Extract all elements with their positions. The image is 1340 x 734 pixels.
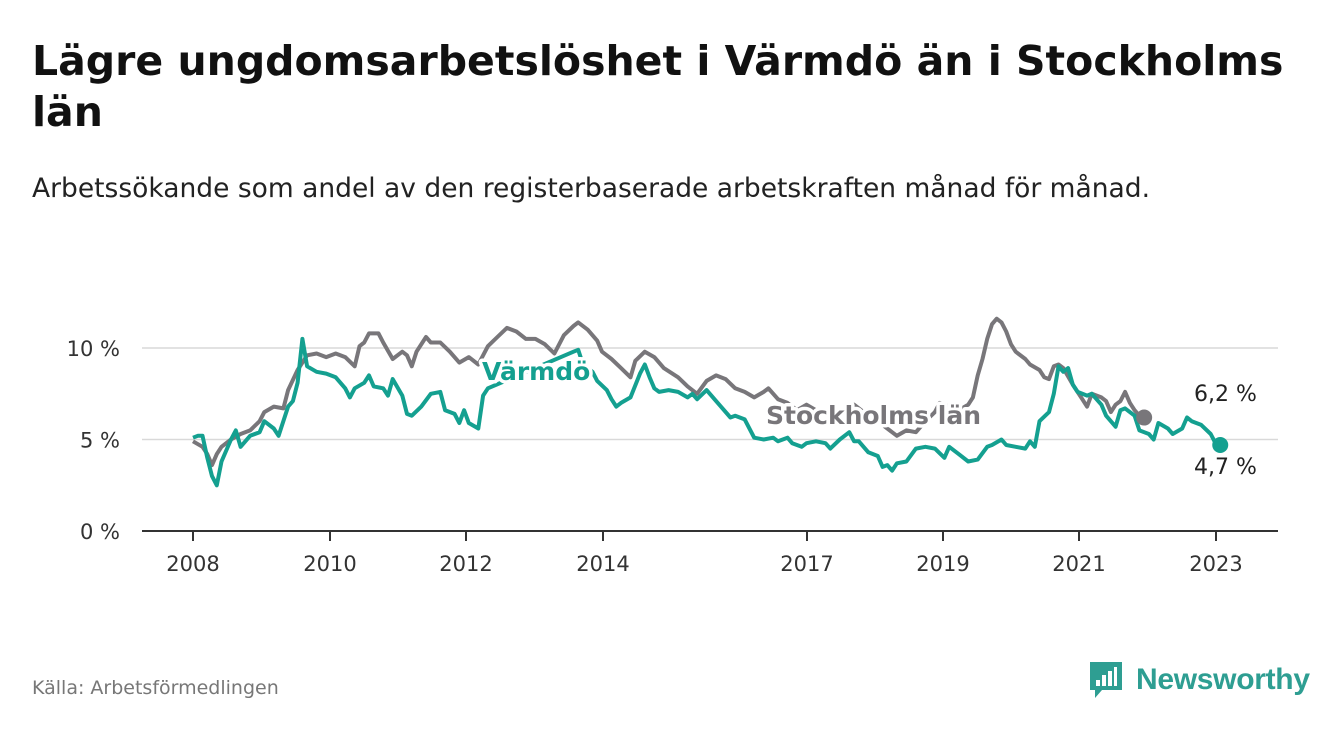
source-note: Källa: Arbetsförmedlingen: [32, 677, 279, 699]
newsworthy-logo-icon: [1090, 662, 1122, 698]
end-label-stockholms-lan: 6,2 %: [1194, 382, 1257, 407]
series-label-stockholms-lan: Stockholms län: [766, 401, 981, 430]
x-tick-label: 2014: [576, 552, 629, 576]
grid-lines: [142, 347, 1278, 532]
series-line-varmdo: [192, 336, 1221, 488]
end-label-stockholms-lan-halo: 6,2 %: [1194, 382, 1257, 407]
x-tick-label: 2012: [439, 552, 492, 576]
x-axis-ticks: 2008 2010 2012 2014 2017 2019 2021 2023: [166, 531, 1243, 576]
y-axis-ticks: 0 % 5 % 10 %: [67, 337, 120, 544]
y-tick-label: 0 %: [80, 520, 120, 544]
x-tick-label: 2010: [303, 552, 356, 576]
x-tick-label: 2023: [1189, 552, 1242, 576]
x-tick-label: 2019: [916, 552, 969, 576]
y-tick-label: 10 %: [67, 337, 120, 361]
series-label-varmdo-halo: Värmdö: [482, 357, 590, 386]
brand-name: Newsworthy: [1136, 663, 1310, 696]
end-label-varmdo-halo: 4,7 %: [1194, 455, 1257, 480]
x-tick-label: 2017: [780, 552, 833, 576]
line-chart: 0 %5 %10 % 2008 2010 2012 2014 2017 2019 2021 2…: [67, 316, 1278, 576]
series-label-stockholms-lan-halo: Stockholms län: [766, 401, 981, 430]
series-lines: [191, 316, 1229, 488]
y-tick-label: 5 %: [80, 429, 120, 453]
end-point-stockholms-lan: [1136, 409, 1153, 426]
end-label-varmdo: 4,7 %: [1194, 455, 1257, 480]
series-label-varmdo: Värmdö: [482, 357, 590, 386]
x-tick-label: 2021: [1052, 552, 1105, 576]
x-tick-label: 2008: [166, 552, 219, 576]
chart-title: Lägre ungdomsarbetslöshet i Värmdö än i …: [32, 37, 1284, 136]
chart-subtitle: Arbetssökande som andel av den registerb…: [32, 173, 1151, 204]
brand-logo: Newsworthy: [1088, 660, 1310, 700]
series-line-stockholms-lan: [191, 316, 1145, 468]
end-point-varmdo: [1212, 436, 1229, 453]
